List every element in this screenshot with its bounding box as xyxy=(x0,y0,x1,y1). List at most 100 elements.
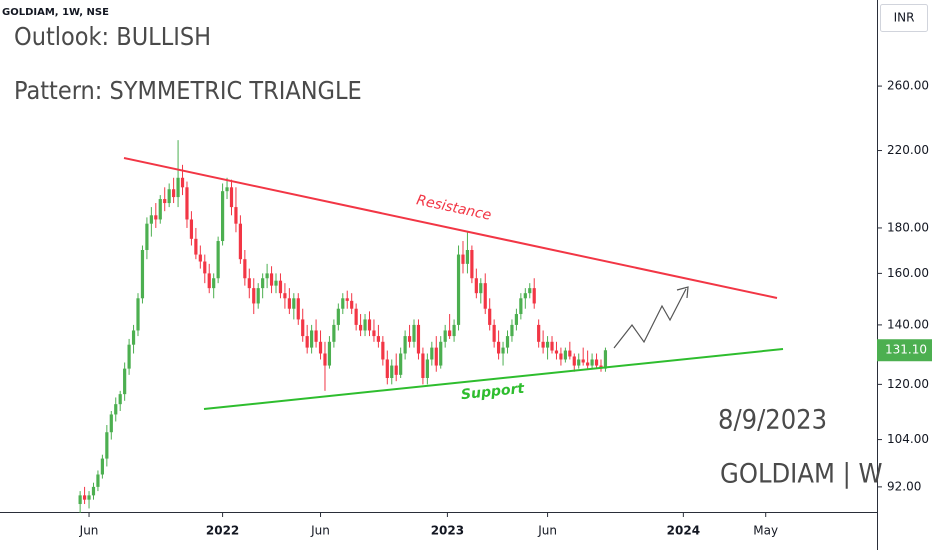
candle-body xyxy=(372,330,376,337)
candle-body xyxy=(136,298,140,331)
candle-body xyxy=(483,283,487,309)
x-tick-label: Jun xyxy=(310,524,330,538)
candle-body xyxy=(261,278,265,289)
candle-body xyxy=(470,250,474,279)
candle-body xyxy=(523,293,527,299)
candle-body xyxy=(167,189,171,204)
candle-body xyxy=(265,273,269,279)
candle-body xyxy=(532,288,536,304)
candle-body xyxy=(96,474,100,487)
candles xyxy=(78,140,608,513)
candle-body xyxy=(198,254,202,262)
candle-body xyxy=(229,187,234,208)
candle-body xyxy=(376,336,381,342)
currency-box[interactable] xyxy=(880,4,928,32)
candle-body xyxy=(488,308,492,325)
candle-body xyxy=(109,414,113,433)
candle-body xyxy=(203,261,207,274)
candle-body xyxy=(448,330,452,337)
x-tick-label: Jun xyxy=(79,524,99,538)
support-line xyxy=(203,348,784,410)
y-tick-label: 140.00 xyxy=(887,317,929,331)
candle-body xyxy=(323,353,327,366)
candle-body xyxy=(185,187,189,220)
candle-body xyxy=(407,336,412,342)
candle-body xyxy=(336,308,340,325)
candle-body xyxy=(501,347,505,354)
candle-body xyxy=(559,353,563,360)
candle-body xyxy=(131,330,136,345)
candle-body xyxy=(577,359,581,366)
candle-body xyxy=(100,458,104,475)
candle-body xyxy=(158,199,162,220)
y-tick-label: 160.00 xyxy=(887,266,929,280)
candle-body xyxy=(176,177,180,198)
candle-body xyxy=(550,341,554,351)
candle-body xyxy=(180,177,185,188)
candle-body xyxy=(207,273,211,289)
footer-annotation: GOLDIAM | W xyxy=(720,459,883,490)
y-tick-label: 120.00 xyxy=(887,377,929,391)
candle-body xyxy=(154,215,158,220)
chart-subtitle: Pattern: SYMMETRIC TRIANGLE xyxy=(14,76,362,105)
candle-body xyxy=(568,350,572,357)
candle-body xyxy=(87,495,91,500)
candle-body xyxy=(381,341,385,360)
candle-body xyxy=(456,254,461,325)
candle-body xyxy=(296,298,300,320)
candle-body xyxy=(492,324,496,342)
y-tick-label: 260.00 xyxy=(887,79,929,93)
candle-body xyxy=(510,324,514,337)
candle-body xyxy=(572,356,576,366)
y-tick-label: 180.00 xyxy=(887,220,929,234)
currency: INR xyxy=(894,11,915,25)
candle-body xyxy=(114,404,118,415)
candle-body xyxy=(439,341,443,366)
candle-body xyxy=(194,238,198,255)
candle-body xyxy=(287,298,291,309)
candle-body xyxy=(452,324,456,337)
candle-body xyxy=(292,298,296,309)
candle-body xyxy=(563,350,567,360)
candle-body xyxy=(394,365,398,375)
candle-body xyxy=(434,347,438,366)
x-tick-label: 2022 xyxy=(206,524,239,538)
support-label: Support xyxy=(460,381,526,404)
candle-body xyxy=(505,336,510,348)
candle-body xyxy=(412,324,416,342)
candle-body xyxy=(105,432,109,459)
candle-body xyxy=(403,336,407,354)
candle-body xyxy=(305,336,309,348)
candle-body xyxy=(234,207,238,224)
candle-body xyxy=(358,324,363,331)
projection-arrowhead xyxy=(676,286,689,299)
x-tick-label: May xyxy=(753,524,778,538)
symbol-header: GOLDIAM, 1W, NSE xyxy=(2,7,109,18)
candle-body xyxy=(238,223,242,260)
candle-body xyxy=(318,341,323,354)
candle-body xyxy=(123,368,127,395)
candle-body xyxy=(425,359,429,378)
candle-body xyxy=(350,300,354,309)
candle-body xyxy=(581,359,585,363)
candle-body xyxy=(603,350,608,369)
candle-body xyxy=(519,298,523,315)
last-price-label: 131.10 xyxy=(885,343,927,357)
candle-body xyxy=(514,314,519,325)
candle-body xyxy=(127,344,131,369)
candle-body xyxy=(314,330,318,342)
candle-body xyxy=(332,324,336,342)
y-tick-label: 104.00 xyxy=(887,432,929,446)
candle-body xyxy=(443,330,447,342)
candle-body xyxy=(225,187,229,192)
candle-body xyxy=(416,324,421,354)
candle-body xyxy=(310,330,314,348)
candle-body xyxy=(496,341,501,354)
candle-body xyxy=(91,486,96,496)
candle-body xyxy=(545,341,550,348)
candle-body xyxy=(82,495,87,500)
date-annotation: 8/9/2023 xyxy=(718,405,827,436)
candle-body xyxy=(537,324,541,342)
